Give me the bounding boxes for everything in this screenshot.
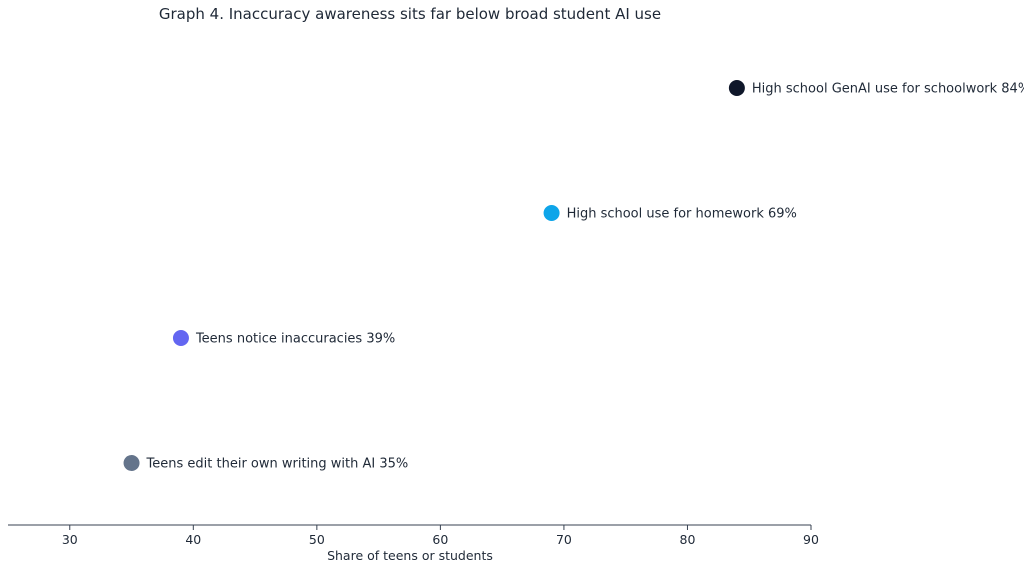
data-points: High school GenAI use for schoolwork 84%… — [123, 80, 1024, 472]
x-tick-label: 30 — [62, 532, 78, 547]
x-tick-label: 40 — [185, 532, 201, 547]
x-tick-label: 50 — [309, 532, 325, 547]
data-point — [543, 205, 560, 221]
data-point-label: Teens notice inaccuracies 39% — [195, 332, 395, 347]
x-tick-label: 70 — [556, 532, 572, 547]
x-axis-label: Share of teens or students — [327, 548, 493, 563]
data-point — [172, 330, 189, 346]
x-tick-label: 90 — [803, 532, 819, 547]
data-point-label: High school GenAI use for schoolwork 84% — [752, 82, 1024, 97]
chart-title: Graph 4. Inaccuracy awareness sits far b… — [159, 5, 661, 23]
x-tick-label: 60 — [432, 532, 448, 547]
data-point-label: Teens edit their own writing with AI 35% — [146, 457, 409, 472]
data-point — [123, 455, 140, 471]
x-tick-label: 80 — [680, 532, 696, 547]
x-axis-ticks: 30 40 50 60 70 80 90 — [62, 525, 819, 547]
data-point — [728, 80, 745, 96]
data-point-label: High school use for homework 69% — [567, 207, 797, 222]
